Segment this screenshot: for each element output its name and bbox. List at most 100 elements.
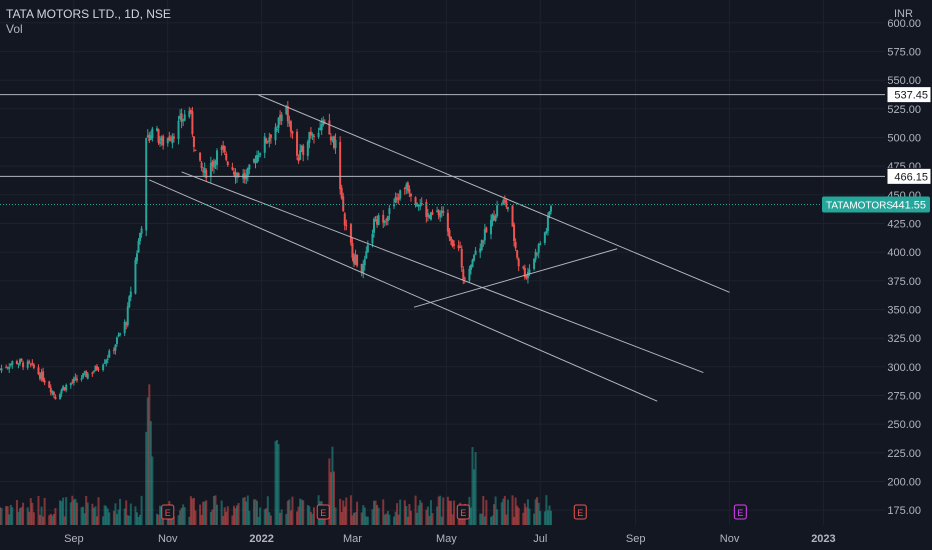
candle-body	[496, 205, 499, 217]
candle-body	[312, 135, 315, 137]
volume-bar	[399, 499, 402, 525]
volume-bar	[54, 508, 57, 525]
volume-bar	[288, 499, 291, 525]
volume-bar	[117, 509, 120, 525]
volume-bar	[522, 512, 525, 525]
candle	[134, 257, 137, 295]
volume-bar	[188, 516, 191, 525]
candle	[177, 115, 180, 145]
volume-bar	[155, 513, 158, 525]
chart-header: TATA MOTORS LTD., 1D, NSE Vol	[6, 7, 171, 37]
candle-body	[533, 258, 536, 269]
candle	[345, 219, 348, 231]
candle	[74, 373, 77, 381]
volume-bar	[114, 503, 117, 525]
candle	[517, 257, 520, 272]
candle	[489, 214, 492, 240]
volume-bar	[299, 498, 302, 525]
candle-body	[20, 358, 23, 361]
volume-bar	[105, 506, 108, 525]
candle-body	[42, 371, 45, 382]
candle	[377, 213, 380, 226]
candle	[117, 332, 120, 338]
candle	[128, 295, 131, 309]
candle	[482, 239, 485, 247]
volume-bar	[436, 506, 439, 525]
volume-indicator-label[interactable]: Vol	[6, 22, 23, 36]
candle	[226, 160, 229, 167]
candle-body	[406, 182, 409, 191]
candle-body	[74, 377, 77, 379]
candle-body	[189, 109, 192, 113]
volume-bar	[92, 507, 95, 525]
candle	[537, 242, 540, 259]
volume-bar	[65, 497, 68, 525]
candle	[85, 370, 88, 378]
candle-body	[85, 371, 88, 378]
volume-bar	[216, 504, 219, 525]
volume-bar	[149, 421, 152, 525]
volume-bar	[536, 497, 539, 525]
earnings-marker-icon	[161, 504, 175, 520]
volume-bar	[523, 503, 526, 525]
candle	[342, 192, 345, 212]
candle-body	[214, 161, 217, 164]
volume-bar	[42, 516, 45, 525]
candle-body	[502, 200, 505, 205]
volume-bar	[26, 507, 29, 525]
candle	[274, 123, 277, 145]
candle	[160, 135, 163, 146]
candle-body	[329, 136, 332, 141]
price-level-tag-label: 537.45	[894, 90, 928, 102]
volume-bar	[17, 511, 20, 525]
candle-body	[65, 384, 68, 391]
candle-body	[82, 373, 85, 378]
earnings-marker-icon	[573, 504, 587, 520]
candle	[183, 109, 186, 122]
candle	[437, 209, 440, 220]
volume-bar	[482, 495, 485, 525]
candle	[114, 344, 117, 355]
volume-bar	[496, 509, 499, 525]
earnings-marker-icon	[316, 504, 330, 520]
candle-body	[148, 134, 151, 141]
candle-body	[286, 106, 289, 122]
candle	[468, 265, 471, 283]
candle	[448, 228, 451, 242]
volume-bar	[302, 500, 305, 525]
candle	[340, 184, 343, 200]
volume-bar	[429, 500, 432, 525]
candle-body	[43, 380, 46, 383]
candle	[516, 249, 519, 260]
volume-bar	[139, 514, 142, 525]
candle-body	[297, 157, 300, 162]
time-tick-label: Nov	[720, 533, 740, 545]
candle	[171, 133, 174, 149]
candle	[188, 106, 191, 119]
candle-body	[485, 227, 488, 233]
candle-body	[349, 224, 352, 243]
candle	[406, 181, 409, 194]
candle-body	[429, 212, 432, 220]
candle	[212, 158, 215, 174]
candle	[306, 139, 309, 161]
volume-bar	[80, 507, 83, 525]
candle-body	[146, 135, 149, 138]
candle	[115, 336, 118, 347]
candle-body	[39, 374, 42, 379]
trendline	[181, 171, 704, 374]
candle-body	[328, 120, 331, 135]
candle	[151, 126, 154, 142]
volume-bar	[528, 508, 531, 525]
volume-bar	[179, 510, 182, 525]
candle	[15, 359, 18, 365]
price-tick-label: 575.00	[887, 47, 921, 59]
volume-bar	[222, 516, 225, 525]
volume-bar	[285, 513, 288, 525]
volume-bar	[373, 500, 376, 525]
candle-body	[26, 361, 29, 368]
volume-bar	[342, 500, 345, 525]
candle	[396, 192, 399, 204]
